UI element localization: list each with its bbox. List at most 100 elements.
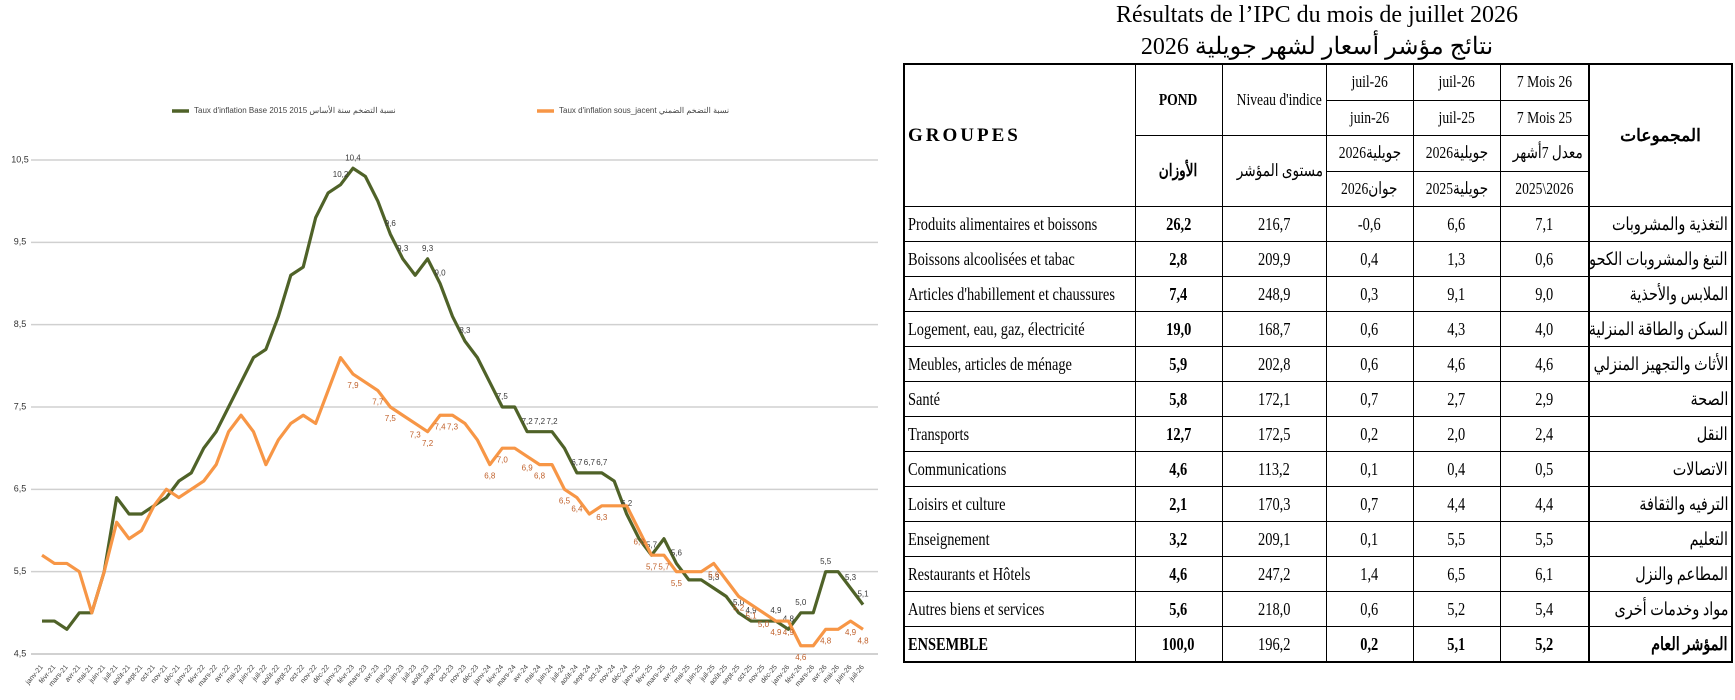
table-row: Enseignement 3,2 209,1 0,1 5,5 5,5 التعليم (903, 521, 1733, 557)
table-cell: التغذية والمشروبات (1588, 206, 1733, 242)
cell-text: 5,8 (1169, 388, 1188, 409)
cell-text: 4,6 (1169, 458, 1188, 479)
cell-text: 7,1 (1535, 213, 1554, 234)
header-text: مستوى المؤشر (1236, 161, 1323, 180)
table-cell: 0,6 (1499, 241, 1590, 277)
table-cell: Communications (903, 451, 1136, 487)
cell-text: Meubles, articles de ménage (908, 353, 1072, 374)
data-label: 6,4 (571, 505, 583, 514)
cell-text: 5,2 (1447, 598, 1466, 619)
table-cell: Meubles, articles de ménage (903, 346, 1136, 382)
cell-text: الصحة (1690, 388, 1728, 409)
table-cell: 100,0 (1134, 626, 1223, 663)
cell-text: 6,6 (1447, 213, 1466, 234)
table-cell: 202,8 (1221, 346, 1327, 382)
cell-text: 202,8 (1257, 353, 1291, 374)
table-cell: 172,5 (1221, 416, 1327, 452)
header-cell: Niveau d'indice (1221, 63, 1327, 136)
data-label: 5,7 (646, 562, 658, 571)
table-cell: 5,4 (1499, 591, 1590, 627)
cell-text: 12,7 (1165, 423, 1192, 444)
table-cell: 248,9 (1221, 276, 1327, 312)
data-label: 6,8 (484, 472, 496, 481)
cell-text: 172,5 (1257, 423, 1291, 444)
cell-text: الترفيه والثقافة (1638, 493, 1728, 514)
cell-text: 1,3 (1447, 248, 1466, 269)
data-label: 6,9 (522, 464, 534, 473)
cell-text: 0,4 (1447, 458, 1466, 479)
cell-text: 5,6 (1169, 598, 1188, 619)
header-text: 7 Mois 26 (1516, 72, 1572, 92)
header-cell: 7 Mois 25 (1499, 99, 1590, 136)
header-cell: جويلية2025 (1412, 170, 1501, 207)
table-cell: Santé (903, 381, 1136, 417)
cell-text: 0,7 (1360, 493, 1379, 514)
cell-text: التبغ والمشروبات الكحولية (1589, 248, 1728, 269)
header-text: جويلية2026 (1425, 143, 1488, 163)
table-cell: 247,2 (1221, 556, 1327, 592)
table-cell: 0,5 (1499, 451, 1590, 487)
table-row: Logement, eau, gaz, électricité 19,0 168,7… (903, 311, 1733, 347)
cell-text: 172,1 (1257, 388, 1291, 409)
cell-text: 4,6 (1535, 353, 1554, 374)
y-tick-label: 6,5 (14, 484, 27, 494)
cell-text: 0,6 (1535, 248, 1554, 269)
cell-text: الملابس والأحذية (1629, 283, 1728, 304)
table-cell: 4,0 (1499, 311, 1590, 347)
table-cell: 5,5 (1499, 521, 1590, 557)
data-label: 5,0 (758, 620, 770, 629)
table-cell: 0,2 (1325, 416, 1414, 452)
data-label: 6,3 (596, 513, 608, 522)
table-cell: 4,6 (1412, 346, 1501, 382)
table-cell: 196,2 (1221, 626, 1327, 663)
table-cell: 6,5 (1412, 556, 1501, 592)
data-label: 10,4 (345, 153, 361, 162)
header-text: juin-26 (1349, 107, 1390, 127)
table-cell: 0,7 (1325, 381, 1414, 417)
legend-label: Taux d'inflation sous_jacent نسبة التضخم… (559, 106, 729, 115)
data-label: 7,2 (546, 417, 558, 426)
table-row: Articles d'habillement et chaussures 7,4 2… (903, 276, 1733, 312)
table-cell: النقل (1588, 416, 1733, 452)
cell-text: 2,9 (1535, 388, 1554, 409)
cell-text: 2,7 (1447, 388, 1466, 409)
table-cell: 5,2 (1499, 626, 1590, 663)
data-label: 5,0 (733, 598, 745, 607)
cell-text: 5,4 (1535, 598, 1554, 619)
y-tick-label: 5,5 (14, 566, 27, 576)
header-text: معدل 7أشهر (1512, 143, 1583, 163)
header-text: جويلية2025 (1425, 178, 1488, 198)
y-tick-label: 10,5 (11, 154, 29, 164)
table-cell: السكن والطاقة المنزلية (1588, 311, 1733, 347)
cell-text: الاتصالات (1673, 458, 1728, 479)
data-label: 5,0 (795, 598, 807, 607)
cell-text: Autres biens et services (908, 598, 1045, 619)
data-label: 5,3 (708, 573, 720, 582)
table-cell: 5,8 (1134, 381, 1223, 417)
table-cell: الترفيه والثقافة (1588, 486, 1733, 522)
table-cell: الملابس والأحذية (1588, 276, 1733, 312)
table-cell: 4,4 (1412, 486, 1501, 522)
cell-text: Produits alimentaires et boissons (908, 213, 1098, 234)
data-label: 6,2 (621, 499, 633, 508)
table-cell: 0,3 (1325, 276, 1414, 312)
cpi-table: GROUPES POND Niveau d'indice juil-26 jui… (903, 63, 1733, 663)
header-text: juil-26 (1438, 72, 1475, 92)
data-label: 7,9 (347, 381, 359, 390)
cell-text: 4,3 (1447, 318, 1466, 339)
cell-text: 9,0 (1535, 283, 1554, 304)
table-row: Loisirs et culture 2,1 170,3 0,7 4,4 4,4 الترف… (903, 486, 1733, 522)
data-label: 5,5 (820, 557, 832, 566)
cell-text: التغذية والمشروبات (1612, 213, 1728, 234)
y-tick-label: 9,5 (14, 237, 27, 247)
data-label: 5,1 (745, 612, 757, 621)
y-tick-label: 8,5 (14, 319, 27, 329)
header-cell: juil-26 (1325, 63, 1414, 101)
data-label: 7,5 (385, 414, 397, 423)
header-text: juil-25 (1438, 107, 1475, 127)
data-label: 5,6 (708, 571, 720, 580)
cell-text: 248,9 (1257, 283, 1291, 304)
cell-text: 6,5 (1447, 563, 1466, 584)
data-label: 6,0 (634, 538, 646, 547)
cell-text: 9,1 (1447, 283, 1466, 304)
